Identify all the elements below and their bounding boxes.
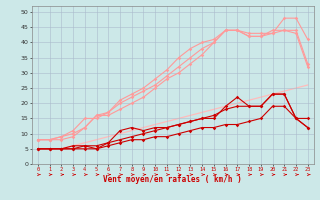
X-axis label: Vent moyen/en rafales ( km/h ): Vent moyen/en rafales ( km/h ): [103, 175, 242, 184]
